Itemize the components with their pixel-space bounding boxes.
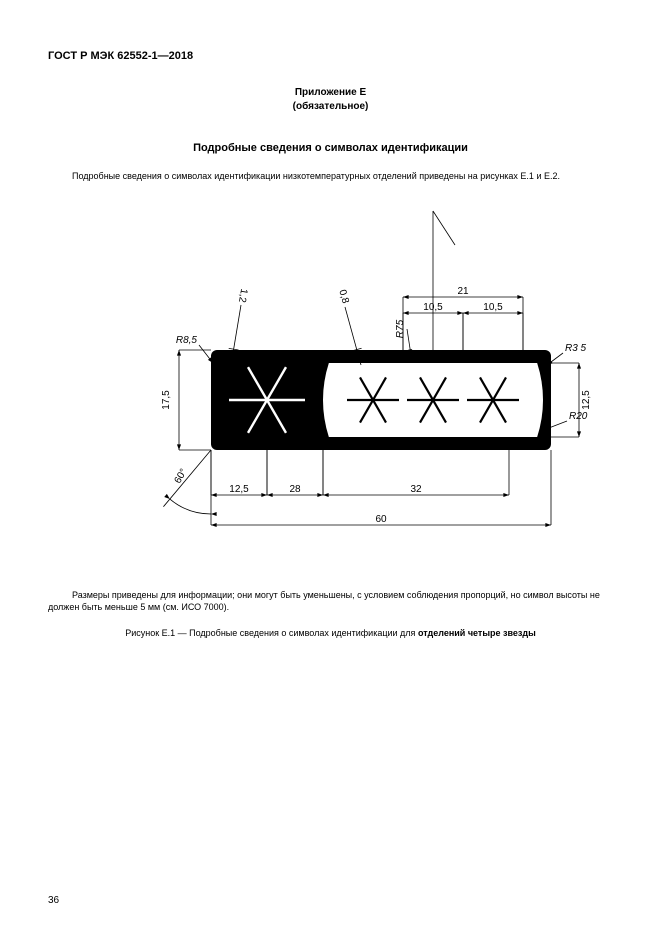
svg-text:12,5: 12,5 bbox=[581, 389, 591, 409]
doc-code: ГОСТ Р МЭК 62552-1—2018 bbox=[48, 50, 613, 62]
annex-line1: Приложение Е bbox=[295, 87, 366, 98]
caption-prefix: Рисунок Е.1 — Подробные сведения о симво… bbox=[125, 628, 418, 638]
figure-caption: Рисунок Е.1 — Подробные сведения о симво… bbox=[48, 628, 613, 638]
svg-text:17,5: 17,5 bbox=[161, 389, 172, 409]
svg-text:0,8: 0,8 bbox=[336, 288, 350, 305]
dimension-note: Размеры приведены для информации; они мо… bbox=[48, 589, 613, 614]
svg-text:10,5: 10,5 bbox=[423, 302, 443, 313]
svg-text:R3 5: R3 5 bbox=[565, 343, 587, 354]
svg-text:R20: R20 bbox=[569, 411, 588, 422]
page-number: 36 bbox=[48, 895, 59, 906]
svg-text:10,5: 10,5 bbox=[483, 302, 503, 313]
svg-text:R8,5: R8,5 bbox=[175, 335, 197, 346]
intro-paragraph: Подробные сведения о символах идентифика… bbox=[48, 170, 613, 183]
svg-text:12,5: 12,5 bbox=[229, 484, 249, 495]
annex-line2: (обязательное) bbox=[293, 101, 369, 112]
svg-text:60: 60 bbox=[375, 514, 387, 525]
figure-e1-diagram: 60 32 28 12,5 21 10,5 10,5 17,5 12,5 R8,5 R3 5 R20 R… bbox=[71, 195, 591, 565]
section-title: Подробные сведения о символах идентифика… bbox=[48, 142, 613, 154]
svg-text:1,2: 1,2 bbox=[235, 287, 248, 303]
svg-text:R75: R75 bbox=[395, 319, 406, 338]
svg-text:32: 32 bbox=[410, 484, 422, 495]
svg-text:28: 28 bbox=[289, 484, 301, 495]
svg-text:60°: 60° bbox=[172, 467, 189, 486]
caption-bold: отделений четыре звезды bbox=[418, 628, 536, 638]
svg-text:21: 21 bbox=[457, 286, 469, 297]
annex-heading: Приложение Е (обязательное) bbox=[48, 86, 613, 114]
